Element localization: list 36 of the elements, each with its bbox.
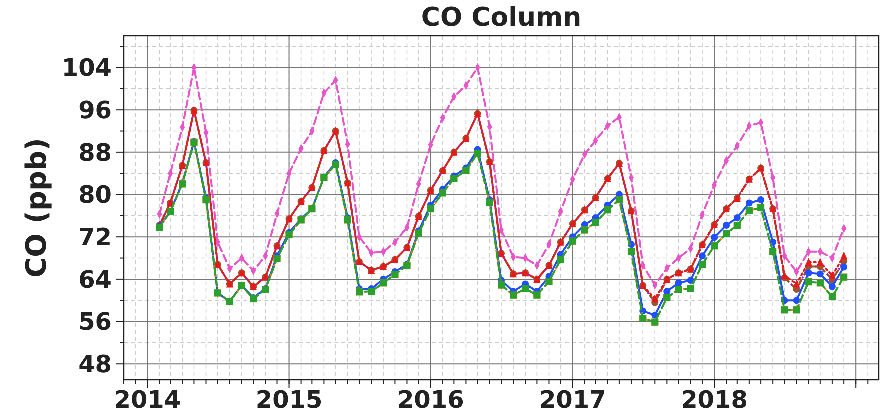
y-tick-label: 72 [78,224,112,252]
point [816,258,824,266]
y-tick-label: 48 [78,350,112,379]
point [793,280,800,288]
point [734,214,741,222]
x-tick-label: 2015 [256,386,323,414]
y-tick-label: 80 [78,181,112,210]
y-axis-title: CO (ppb) [20,138,53,278]
point [828,283,836,290]
x-tick-label: 2017 [539,386,606,414]
point [805,258,812,266]
x-tick-label: 2016 [397,386,464,414]
point [816,270,824,278]
point [840,264,848,271]
point [828,271,836,280]
point [758,196,765,204]
point [687,277,694,284]
y-tick-label: 104 [62,54,112,82]
point [805,270,812,277]
y-tick-label: 64 [78,266,112,294]
y-tick-label: 88 [78,138,112,167]
point [723,222,730,229]
point [781,271,788,280]
x-tick-label: 2018 [681,386,748,414]
point [840,252,848,260]
point [711,234,718,242]
x-tick-label: 2014 [114,386,182,414]
point [698,252,706,260]
y-tick-label: 56 [78,308,112,336]
y-tick-label: 96 [78,96,112,124]
point [652,294,659,303]
point [793,297,800,304]
point [664,288,671,296]
point [746,200,753,207]
point [675,280,682,287]
chart-title: CO Column [421,3,582,33]
